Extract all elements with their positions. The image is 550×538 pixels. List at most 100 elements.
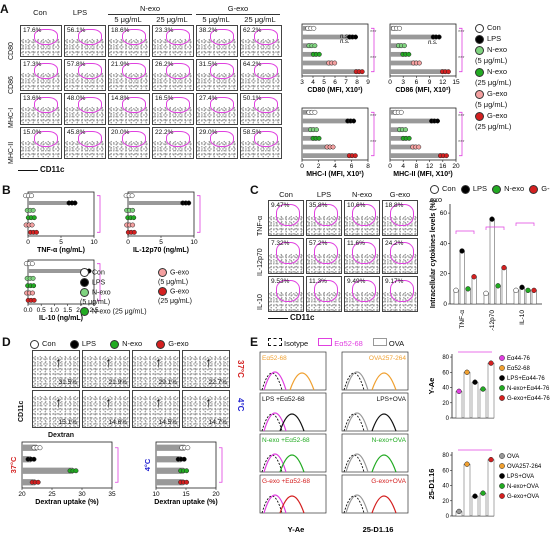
e-yae-bar — [463, 372, 471, 419]
gate-outline — [276, 280, 300, 302]
c-legend-gexo: G-exo — [430, 184, 550, 204]
a-cd86-sig-bracket — [459, 27, 463, 73]
e-sample-curve — [279, 454, 305, 473]
e-hist-2-1: N-exo+OVA — [341, 433, 409, 473]
c-legend-dot-con — [430, 184, 439, 194]
e-isotype-curve — [261, 454, 283, 473]
c-point — [525, 287, 531, 294]
c-cell-1-3: 24.2% — [382, 238, 418, 274]
panel-d-yaxis-label: CD11c — [18, 400, 25, 422]
c-group-label: TNF-α — [459, 310, 466, 329]
e-yae-legend-dot — [499, 375, 505, 381]
b-legend-nexo25: N-exo (25 μg/mL) — [80, 307, 240, 317]
gate-outline — [122, 97, 146, 113]
panel-b-label: B — [2, 183, 11, 197]
a-cd80-tick-label: 3 — [300, 79, 304, 86]
e-25d-legend-dot — [499, 463, 505, 469]
e-yae-point — [456, 388, 462, 394]
b-legend-dot-gexo5 — [158, 268, 167, 277]
c-sig-bracket — [485, 226, 505, 230]
a-cd80-point — [353, 34, 359, 40]
gate-percentage: 18.8% — [385, 202, 404, 209]
b-tnf-point — [29, 193, 34, 199]
gate-percentage: 45.8% — [67, 129, 86, 136]
d-37-xlabel: Dextran uptake (%) — [35, 499, 98, 506]
d-4-tick-label: 20 — [212, 491, 220, 498]
a-stars-4: *** — [370, 114, 377, 120]
e-yae-bar — [479, 388, 487, 419]
gate-percentage: 29.1% — [158, 379, 177, 386]
up-arrow-icon: ↑ — [155, 394, 162, 410]
b-il10-point — [30, 275, 36, 281]
d-37-point — [37, 445, 43, 451]
c-bar — [501, 267, 507, 305]
e-yae-legend-label: Eα44-76 — [507, 356, 530, 362]
e-sample-curve — [371, 454, 397, 473]
a-cd80-point — [312, 43, 318, 49]
panel-c-flow-grid: 9.47% 35.8% 10.6% 18.8% 7.32% 57.2% 11.6% 24.2%… — [268, 200, 418, 312]
a-cd86-point — [416, 60, 422, 66]
b-legend-con: Con — [80, 268, 158, 278]
header-gexo-line — [196, 14, 280, 15]
gate-outline — [166, 29, 190, 45]
e-yae-ytick-label: 60 — [442, 370, 449, 376]
e-yae-point — [488, 360, 494, 366]
gate-percentage: 48.0% — [67, 95, 86, 102]
d-legend-dot-nexo — [110, 339, 120, 349]
a-cd86-point — [436, 34, 442, 40]
a-stars-2: *** — [458, 30, 465, 36]
e-25d-legend-dot — [499, 483, 505, 489]
panel-a-legend: Con LPS N-exo (5 μg/mL) N-exo (25 μg/mL)… — [475, 22, 550, 132]
c-bar — [459, 250, 465, 305]
b-il12-tick-label: 0 — [126, 239, 130, 246]
scatter-dots — [83, 354, 129, 387]
e-yae-bar — [455, 391, 463, 419]
gate-percentage: 38.2% — [199, 27, 218, 34]
panel-d-label: D — [2, 335, 11, 349]
a-cd86-xlabel: CD86 (MFI, X10²) — [395, 87, 450, 94]
b-il10-sig-bracket — [97, 263, 101, 301]
b-legend-dot-con — [80, 268, 89, 277]
a-mhc2-tick-label: 16 — [439, 163, 447, 170]
a-stars-3: *** — [458, 56, 465, 62]
gate-outline — [352, 280, 376, 302]
d-cell-1-3: ↑ 14.7% — [182, 390, 230, 428]
a-stars-1: *** — [370, 56, 377, 62]
e-yae-legend-label: N-exo+Eα44-76 — [507, 386, 550, 392]
a-cd80-point — [316, 51, 322, 57]
a-mhc1-tick-label: 4 — [333, 163, 337, 170]
b-il12-point — [186, 200, 192, 206]
b-legend-nexo5: N-exo (5 μg/mL) — [80, 287, 111, 306]
gate-outline — [390, 204, 414, 226]
b-il10-tick-label: 0.0 — [23, 307, 32, 314]
panel-a-label: A — [0, 2, 9, 16]
c-point — [531, 287, 537, 294]
legend-dot-gexo5 — [475, 89, 484, 99]
gate-percentage: 11.6% — [347, 240, 365, 247]
e-xaxis2-label: 25-D1.16 — [363, 525, 394, 534]
header-gexo: G-exo — [227, 4, 249, 13]
c-group-label: IL-12p70 — [489, 310, 496, 331]
a-cell-1-0: 17.3% — [20, 59, 62, 91]
c-ytick-label: 60 — [440, 210, 448, 217]
c-point — [483, 290, 489, 297]
e-hist-frame — [259, 474, 327, 514]
a-cell-0-3: 23.3% — [152, 25, 194, 57]
d-legend-nexo: N-exo — [122, 339, 143, 348]
a-cd80-xlabel: CD80 (MFI, X10²) — [307, 87, 362, 94]
a-cell-2-1: 48.0% — [64, 93, 106, 125]
gate-percentage: 11.3% — [309, 278, 327, 285]
b-legend-gexo5: G-exo (5 μg/mL) — [158, 268, 190, 286]
gate-outline — [166, 97, 190, 113]
a-mhc2-tick-label: 12 — [426, 163, 434, 170]
b-tnf-point — [29, 222, 35, 228]
a-cd86-tick-label: 3 — [401, 79, 405, 86]
a-cd86-point — [406, 51, 412, 57]
e-25d-point — [480, 490, 486, 496]
d-37-point — [31, 456, 37, 462]
e-25d-legend-label: OVA — [507, 454, 519, 460]
c-cell-1-1: 57.2% — [306, 238, 342, 274]
gate-percentage: 18.6% — [111, 27, 130, 34]
a-mhc2-sig-bracket — [459, 111, 463, 157]
c-legend-nexo: N-exo — [504, 184, 525, 193]
